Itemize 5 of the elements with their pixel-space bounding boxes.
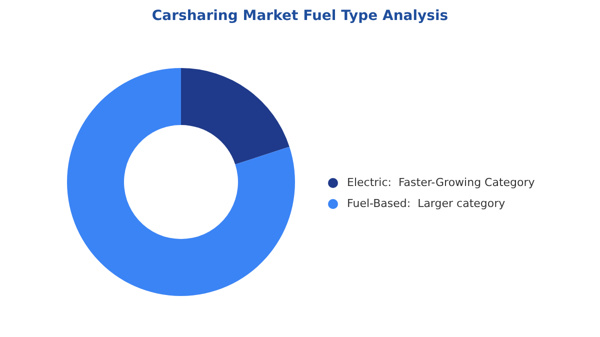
chart-title: Carsharing Market Fuel Type Analysis bbox=[150, 8, 450, 24]
legend-label: Electric: Faster-Growing Category bbox=[347, 176, 535, 189]
donut-slice bbox=[181, 68, 290, 164]
donut-slice bbox=[67, 68, 295, 296]
legend-label: Fuel-Based: Larger category bbox=[347, 197, 506, 210]
